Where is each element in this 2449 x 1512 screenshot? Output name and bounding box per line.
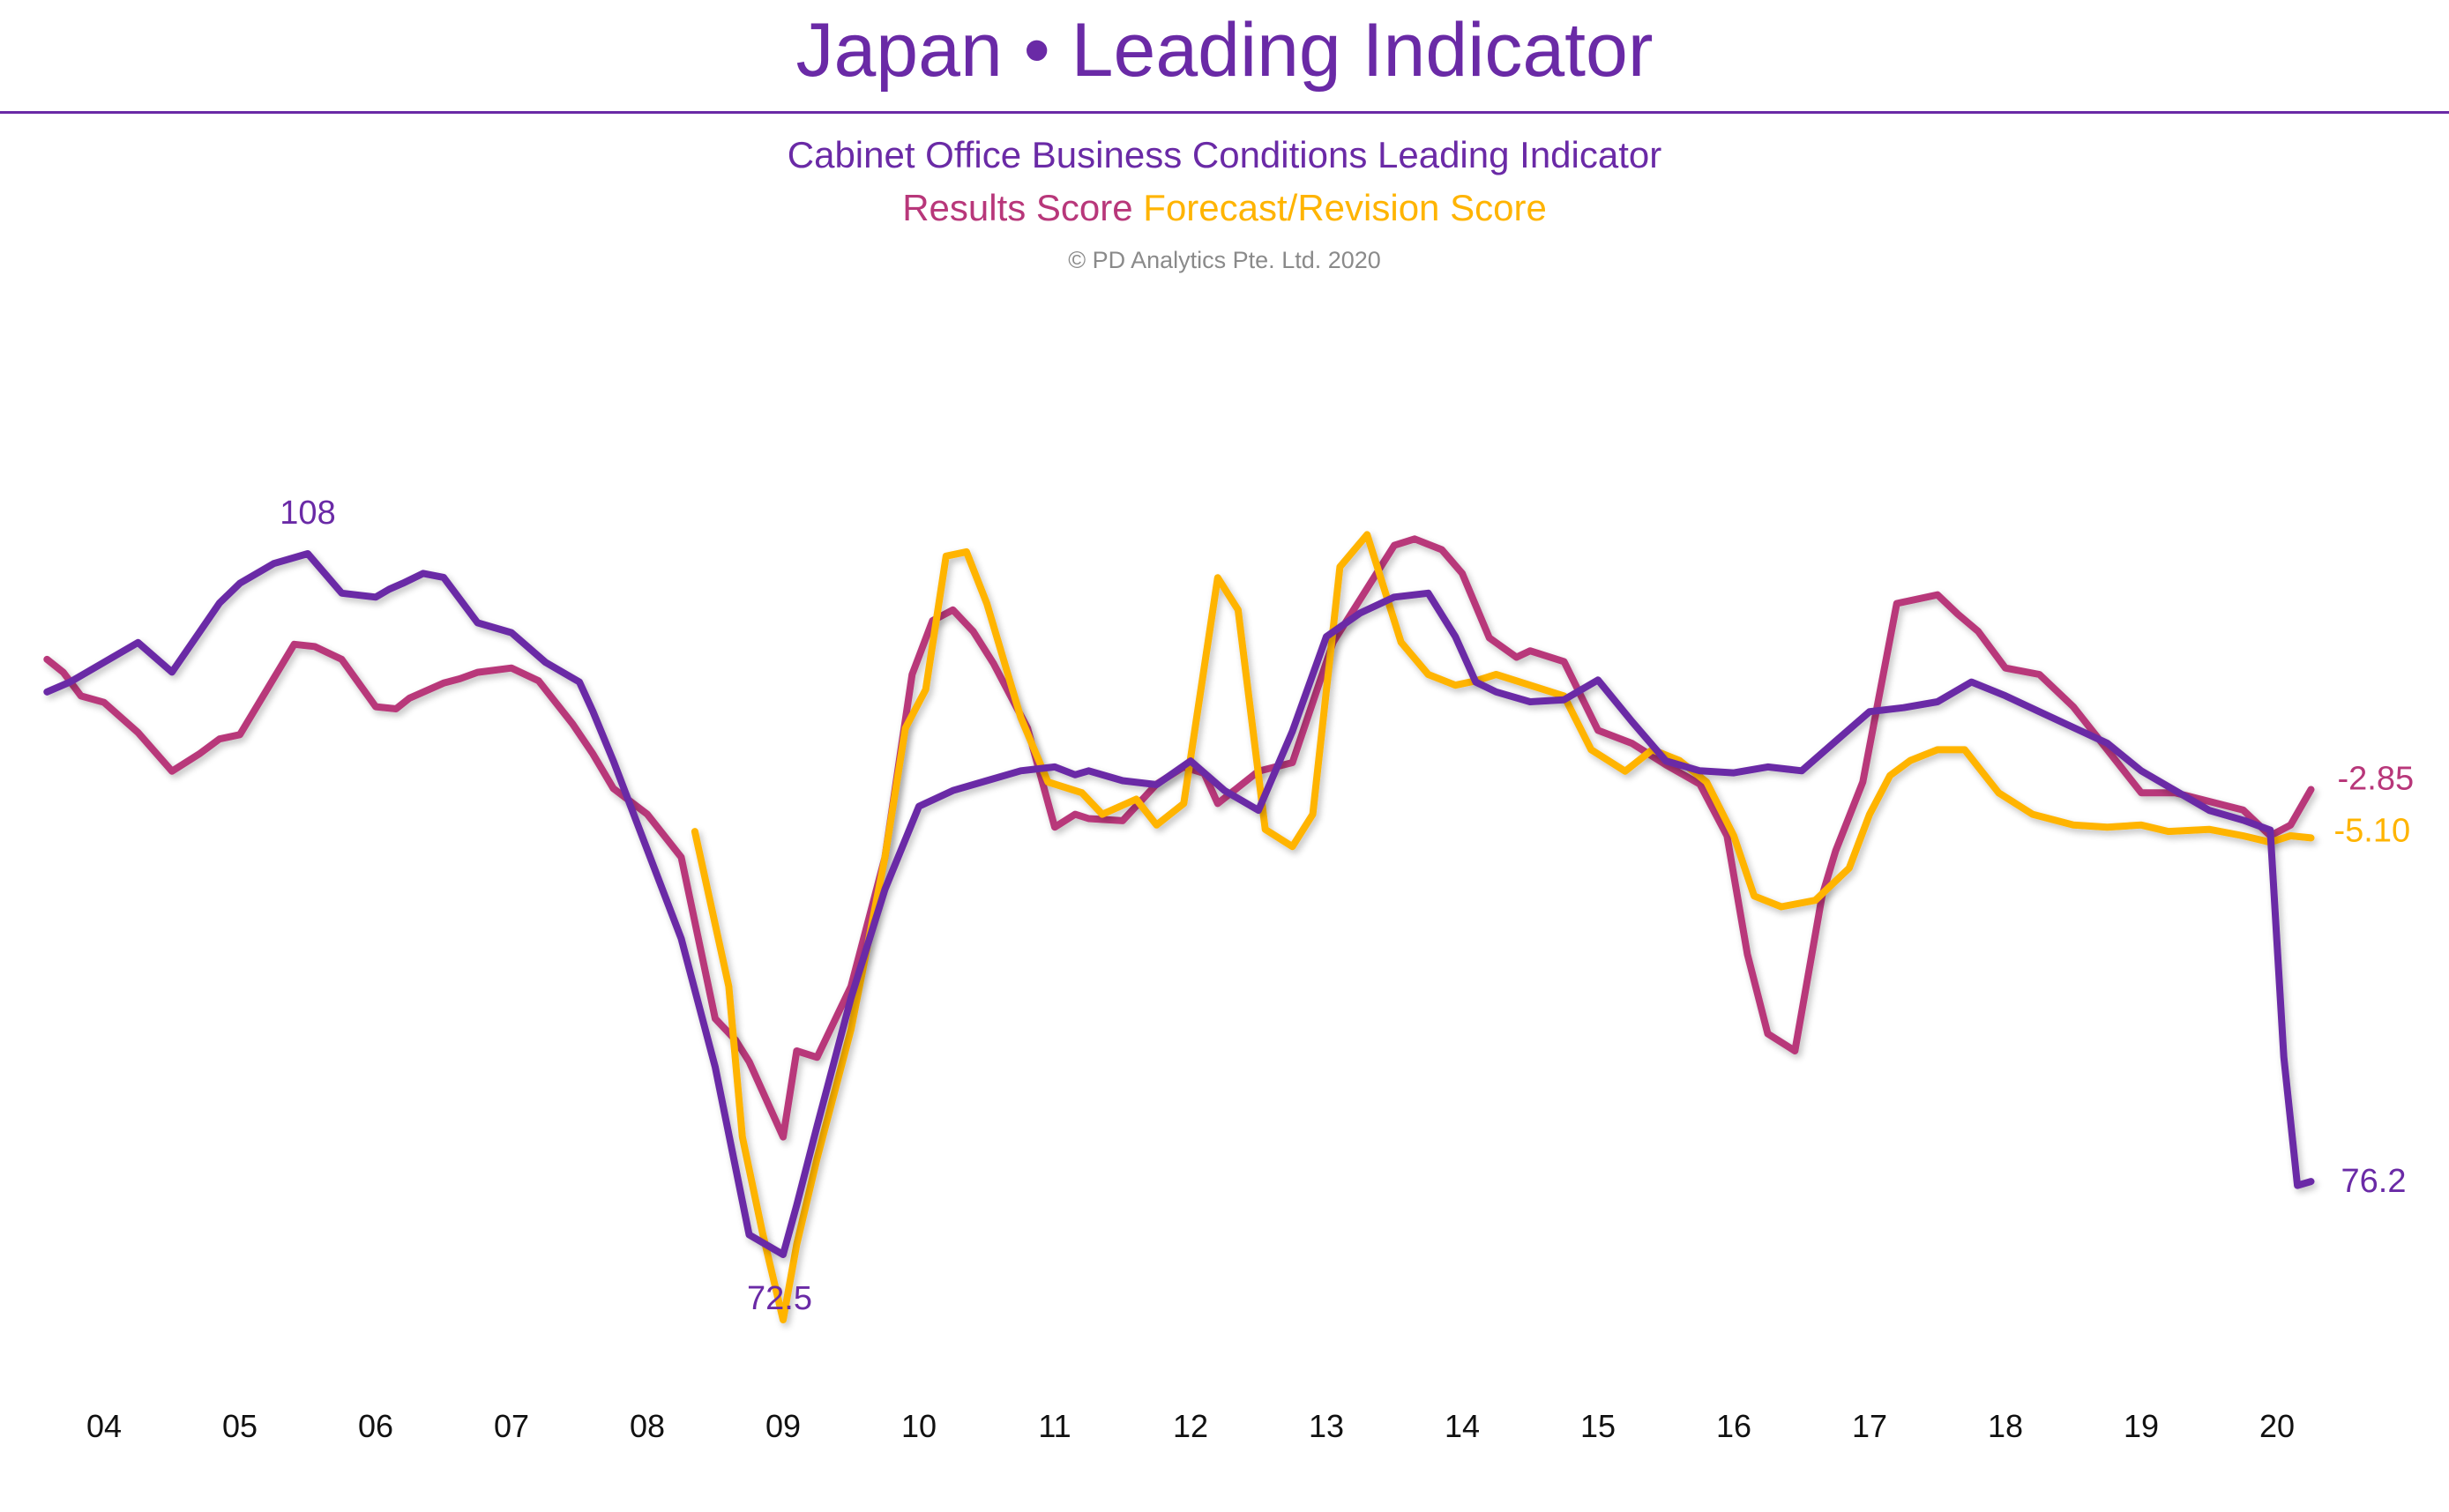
x-tick-label: 11 bbox=[1038, 1408, 1071, 1444]
annotations: 108 72.5 76.2 -2.85 -5.10 bbox=[280, 495, 2414, 1317]
x-tick-label: 19 bbox=[2124, 1408, 2159, 1444]
x-axis: 04 05 06 07 08 09 10 11 12 13 14 15 16 17 18 19 20 bbox=[86, 1408, 2295, 1444]
copyright-notice: © PD Analytics Pte. Ltd. 2020 bbox=[1068, 247, 1381, 273]
legend-results-score: Results Score bbox=[902, 187, 1133, 228]
data-label-leading-indicator: 72.5 bbox=[747, 1280, 812, 1317]
x-tick-label: 12 bbox=[1173, 1408, 1208, 1444]
legend-forecast-score: Forecast/Revision Score bbox=[1143, 187, 1547, 228]
x-tick-label: 09 bbox=[765, 1408, 801, 1444]
chart-title: Japan • Leading Indicator bbox=[795, 8, 1654, 93]
x-tick-label: 13 bbox=[1309, 1408, 1344, 1444]
x-tick-label: 04 bbox=[86, 1408, 122, 1444]
series-line-leading-indicator bbox=[43, 550, 2315, 1258]
x-tick-label: 05 bbox=[222, 1408, 258, 1444]
data-label-leading-indicator: 76.2 bbox=[2341, 1163, 2407, 1200]
data-label-results-score: -2.85 bbox=[2338, 761, 2415, 798]
x-tick-label: 16 bbox=[1716, 1408, 1751, 1444]
x-tick-label: 07 bbox=[494, 1408, 529, 1444]
data-label-forecast-score: -5.10 bbox=[2334, 812, 2411, 849]
x-tick-label: 06 bbox=[358, 1408, 393, 1444]
series-legend-line: Results Score Forecast/Revision Score bbox=[0, 187, 2449, 229]
x-tick-label: 20 bbox=[2259, 1408, 2295, 1444]
series-line-results-score bbox=[43, 535, 2315, 1141]
x-tick-label: 15 bbox=[1580, 1408, 1616, 1444]
data-label-leading-indicator: 108 bbox=[280, 495, 335, 532]
x-tick-label: 08 bbox=[630, 1408, 665, 1444]
series-layer bbox=[43, 531, 2315, 1323]
x-tick-label: 18 bbox=[1988, 1408, 2023, 1444]
series-line-forecast-score bbox=[691, 531, 2315, 1323]
x-tick-label: 14 bbox=[1445, 1408, 1480, 1444]
x-tick-label: 17 bbox=[1852, 1408, 1887, 1444]
chart-subtitle: Cabinet Office Business Conditions Leadi… bbox=[787, 134, 1662, 175]
title-divider bbox=[0, 111, 2449, 114]
x-tick-label: 10 bbox=[901, 1408, 937, 1444]
